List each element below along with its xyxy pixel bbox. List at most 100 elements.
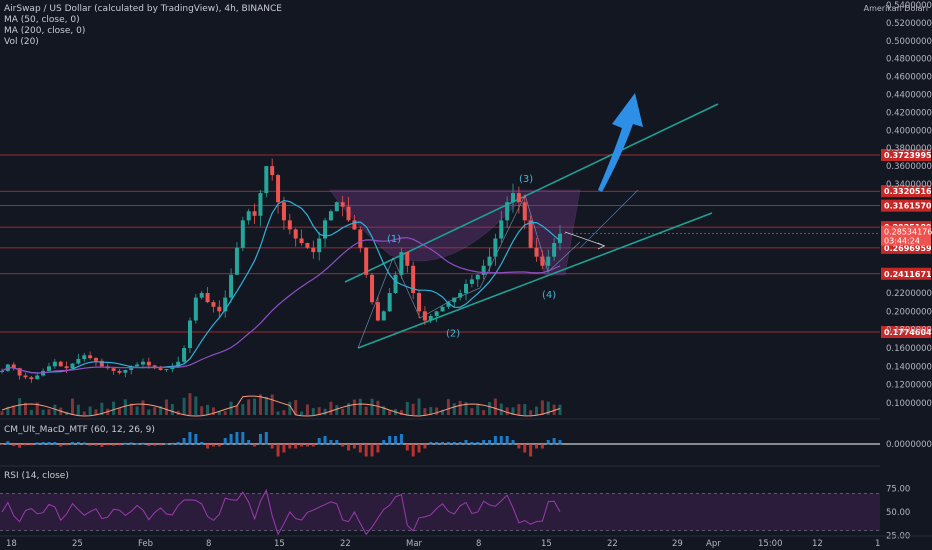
candle-body [287,220,292,230]
volume-bar [223,411,227,415]
candle-body [346,206,351,221]
candle-body [358,229,363,248]
macd-bar [552,438,556,445]
volume-bar [6,406,10,415]
macd-bar [535,444,539,449]
candle-body [487,256,492,266]
macd-bar [176,442,180,445]
volume-bar [535,406,539,415]
candle-body [493,238,498,257]
volume-bar [476,403,480,415]
candle-body [187,320,192,348]
volume-bar [488,402,492,415]
candle-body [64,366,69,369]
volume-bar [270,394,274,415]
rsi-tick: 75.00 [886,485,910,495]
macd-bar [141,442,145,445]
macd-bar [529,444,533,457]
volume-bar [511,407,515,415]
candle-body [417,293,422,312]
moving-averages [1,199,561,374]
macd-bar [493,436,497,445]
macd-bar [112,444,116,446]
candle-body [511,193,516,203]
candle-body [552,243,557,257]
candle-body [158,368,163,370]
volume-bar [546,401,550,415]
macd-bar [12,444,16,447]
time-tick: 25 [72,539,83,549]
candle-body [135,364,140,367]
volume-bar [370,398,374,415]
candle-body [293,229,298,239]
macd-bar [358,444,362,453]
candle-body [217,306,222,312]
current-price-label: 0.28534176 [884,228,932,237]
candle-body [499,220,504,239]
macd-bar [211,444,215,447]
time-axis: 18 25 Feb 8 15 22 Mar 8 15 22 29 Apr 15:00 12 1 [0,535,932,549]
macd-bar [88,444,92,446]
macd-bar [458,442,462,445]
volume-bar [18,398,22,415]
macd-bar [464,440,468,445]
volume-bar [35,402,39,415]
volume-bar [429,407,433,415]
candle-body [440,306,445,312]
candle-body [317,238,322,253]
time-tick: Mar [406,539,423,549]
volume-bar [470,408,474,415]
macd-bar [65,444,69,446]
price-level-label: 0.31615708 [884,202,932,211]
volume-bar [276,411,280,415]
time-tick: 8 [476,539,481,549]
macd-bar [382,440,386,445]
current-price-tag [881,225,931,246]
price-level-label: 0.33205169 [884,187,932,196]
wave-label: (3) [519,174,533,185]
time-tick: Feb [138,539,153,549]
rsi-band [0,493,880,531]
macd-bar [317,438,321,445]
chart-title: AirSwap / US Dollar (calculated by Tradi… [4,4,282,14]
candle-body [464,283,469,293]
volume-bar [411,403,415,415]
price-level-tag [881,325,931,338]
volume-bar [153,407,157,415]
macd-bar [423,444,427,449]
candle-body [311,247,316,253]
macd-bar [18,444,22,448]
volume-legend[interactable]: Vol (20) [4,37,39,47]
macd-bar [164,443,168,445]
volume-bar [70,398,74,415]
macd-bar [229,434,233,445]
macd-panel: 0.00000000 [0,418,932,457]
macd-bar [235,432,239,445]
candle-body [375,302,380,321]
candle-body [234,247,239,275]
candle-body [82,355,87,359]
volume-bar [82,411,86,415]
macd-legend[interactable]: CM_Ult_MacD_MTF (60, 12, 26, 9) [4,425,155,435]
candle-body [276,175,281,203]
ma200-legend[interactable]: MA (200, close, 0) [4,26,86,36]
macd-bar [329,440,333,445]
macd-zero-label: 0.00000000 [886,440,932,450]
macd-bar [100,444,104,447]
candle-body [446,302,451,307]
macd-bar [540,444,544,449]
volume-bar [335,405,339,415]
candle-body [252,211,257,216]
macd-bar [117,444,121,446]
macd-bar [41,442,45,445]
macd-bar [452,442,456,445]
volume-bar [76,404,80,415]
rsi-legend[interactable]: RSI (14, close) [4,471,69,481]
macd-bar [323,436,327,445]
candle-body [240,220,245,248]
ma50-legend[interactable]: MA (50, close, 0) [4,15,80,25]
